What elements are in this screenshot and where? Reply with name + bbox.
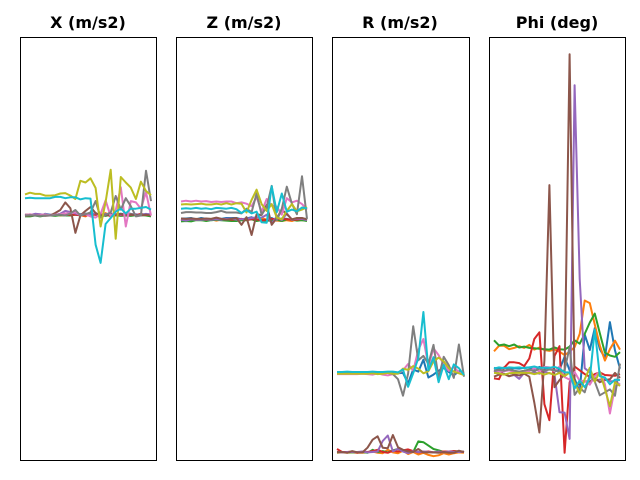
panel-x-title: X (m/s2) — [50, 13, 126, 32]
panel-z-series-10-line — [180, 185, 308, 224]
panel-z: Z (m/s2) — [176, 13, 313, 461]
panel-z-series-7-line — [180, 195, 308, 216]
panel-phi-series-6-line — [493, 53, 621, 434]
panel-phi-title: Phi (deg) — [516, 13, 599, 32]
panel-x-series-9-line — [24, 168, 152, 240]
panel-z-frame — [176, 37, 313, 461]
panel-phi-plot — [493, 53, 621, 454]
panel-r-series-10-line — [337, 311, 465, 388]
panel-x: X (m/s2) — [20, 13, 157, 461]
panel-z-plot — [180, 175, 308, 236]
panel-r-frame — [332, 37, 470, 461]
panel-phi-series-3-line — [493, 312, 621, 358]
panel-x-frame — [20, 37, 157, 461]
panel-z-series-9-line — [180, 188, 308, 221]
panel-phi: Phi (deg) — [489, 13, 626, 461]
panel-x-plot — [24, 168, 152, 264]
panel-r-title: R (m/s2) — [362, 13, 438, 32]
panel-phi-series-8-line — [493, 346, 621, 397]
panel-x-series-8-line — [24, 169, 152, 219]
panel-z-title: Z (m/s2) — [207, 13, 282, 32]
panel-phi-series-10-line — [493, 328, 621, 390]
panel-r: R (m/s2) — [332, 13, 470, 461]
panel-x-series-10-line — [24, 195, 152, 264]
panel-r-series-6-line — [337, 434, 465, 454]
panel-r-plot — [336, 311, 465, 458]
panel-phi-frame — [489, 37, 626, 461]
